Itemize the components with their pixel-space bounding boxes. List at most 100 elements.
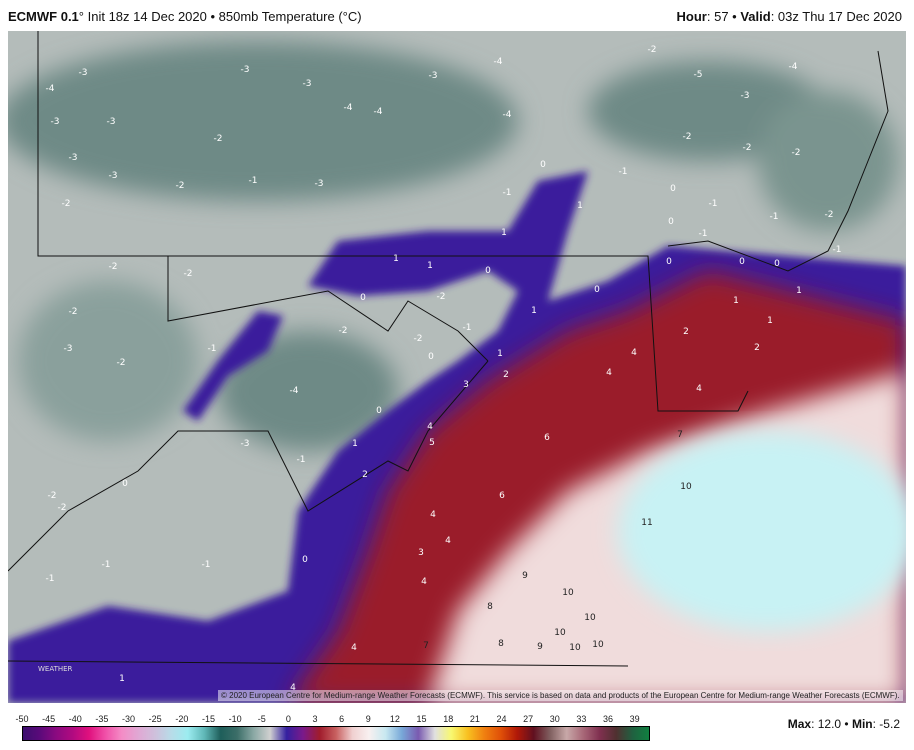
temperature-value: -2: [743, 143, 752, 153]
temperature-value: 0: [739, 257, 745, 267]
colorbar-tick: 24: [496, 714, 507, 724]
temperature-value: -2: [117, 358, 126, 368]
temperature-value: 1: [497, 349, 503, 359]
temperature-value: 4: [445, 536, 451, 546]
colorbar-gradient: [22, 726, 650, 741]
temperature-value: 1: [119, 674, 125, 684]
temperature-value: 0: [594, 285, 600, 295]
temperature-labels: -4-3-3 -3-3-3-2-2 -1 -3-2-3-3-4 -4-3-4-4-2-5…: [46, 45, 842, 693]
temperature-value: -1: [503, 188, 512, 198]
temperature-value: -2: [184, 269, 193, 279]
temperature-value: 6: [544, 433, 550, 443]
temperature-value: -2: [683, 132, 692, 142]
temperature-value: -4: [494, 57, 503, 67]
temperature-value: -1: [770, 212, 779, 222]
temperature-value: 1: [393, 254, 399, 264]
temperature-value: 0: [670, 184, 676, 194]
temperature-value: -2: [825, 210, 834, 220]
colorbar-tick: 27: [523, 714, 534, 724]
colorbar-tick: 12: [389, 714, 400, 724]
title: ECMWF 0.1° Init 18z 14 Dec 2020 • 850mb …: [8, 9, 362, 24]
temperature-value: 0: [540, 160, 546, 170]
temperature-value: -2: [48, 491, 57, 501]
temperature-value: 2: [683, 327, 689, 337]
colorbar-tick: 6: [339, 714, 345, 724]
colorbar-tick: -45: [42, 714, 56, 724]
logo-text: WEATHER: [38, 665, 73, 673]
temperature-value: -2: [437, 292, 446, 302]
valid-time: Hour: 57 • Valid: 03z Thu 17 Dec 2020: [676, 9, 902, 24]
temperature-value: 10: [562, 588, 574, 598]
temperature-value: -4: [46, 84, 55, 94]
temperature-value: 0: [666, 257, 672, 267]
colorbar-tick: 3: [312, 714, 318, 724]
colorbar-tick: -15: [201, 714, 215, 724]
temperature-value: -1: [463, 323, 472, 333]
copyright: © 2020 European Centre for Medium-range …: [218, 690, 903, 701]
temperature-value: 2: [754, 343, 760, 353]
colorbar-tick: 21: [469, 714, 480, 724]
temperature-value: -3: [741, 91, 750, 101]
temperature-value: -1: [202, 560, 211, 570]
temperature-value: 0: [122, 479, 128, 489]
borders: [8, 31, 889, 667]
temperature-value: 0: [485, 266, 491, 276]
temperature-value: -3: [109, 171, 118, 181]
temperature-value: 10: [592, 640, 604, 650]
temperature-value: -1: [619, 167, 628, 177]
temperature-value: 10: [569, 643, 581, 653]
temperature-value: 10: [584, 613, 596, 623]
colorbar-tick: -5: [257, 714, 266, 724]
colorbar-tick: 33: [576, 714, 587, 724]
temperature-value: -1: [46, 574, 55, 584]
temperature-value: 11: [641, 518, 652, 528]
temperature-value: 1: [577, 201, 583, 211]
temperature-value: 4: [421, 577, 427, 587]
temperature-value: -2: [339, 326, 348, 336]
temperature-value: -2: [648, 45, 657, 55]
colorbar-tick: -40: [68, 714, 82, 724]
temperature-value: -2: [58, 503, 67, 513]
temperature-value: -2: [414, 334, 423, 344]
temperature-value: 7: [677, 430, 683, 440]
temperature-value: 0: [668, 217, 674, 227]
colorbar-tick: 18: [443, 714, 454, 724]
temperature-value: -2: [62, 199, 71, 209]
temperature-value: 9: [522, 571, 528, 581]
temperature-value: 10: [680, 482, 692, 492]
temperature-value: 1: [427, 261, 433, 271]
temperature-value: -4: [344, 103, 353, 113]
temperature-value: -1: [249, 176, 258, 186]
temperature-value: -3: [64, 344, 73, 354]
temperature-value: 1: [733, 296, 739, 306]
temperature-value: -5: [694, 70, 703, 80]
temperature-value: -2: [792, 148, 801, 158]
temperature-value: 0: [376, 406, 382, 416]
temperature-value: 3: [418, 548, 424, 558]
temperature-map[interactable]: -4-3-3 -3-3-3-2-2 -1 -3-2-3-3-4 -4-3-4-4-2-5…: [8, 31, 906, 703]
temperature-value: 5: [429, 438, 435, 448]
temperature-value: -3: [241, 439, 250, 449]
temperature-value: -1: [709, 199, 718, 209]
temperature-value: -3: [303, 79, 312, 89]
temperature-value: -3: [79, 68, 88, 78]
temperature-value: -4: [290, 386, 299, 396]
colorbar-tick: 15: [416, 714, 427, 724]
temperature-value: -1: [208, 344, 217, 354]
temperature-value: 2: [362, 470, 368, 480]
temperature-value: 1: [796, 286, 802, 296]
temperature-value: -2: [214, 134, 223, 144]
temperature-value: 1: [352, 439, 358, 449]
temperature-value: -2: [109, 262, 118, 272]
temperature-value: -3: [69, 153, 78, 163]
colorbar-tick: -30: [122, 714, 136, 724]
colorbar-tick: 0: [285, 714, 291, 724]
temperature-value: -4: [789, 62, 798, 72]
temperature-value: 4: [696, 384, 702, 394]
temperature-value: -1: [102, 560, 111, 570]
temperature-value: -3: [429, 71, 438, 81]
temperature-value: 2: [503, 370, 509, 380]
temperature-value: 10: [554, 628, 566, 638]
colorbar-tick: -25: [148, 714, 162, 724]
temperature-value: -3: [241, 65, 250, 75]
